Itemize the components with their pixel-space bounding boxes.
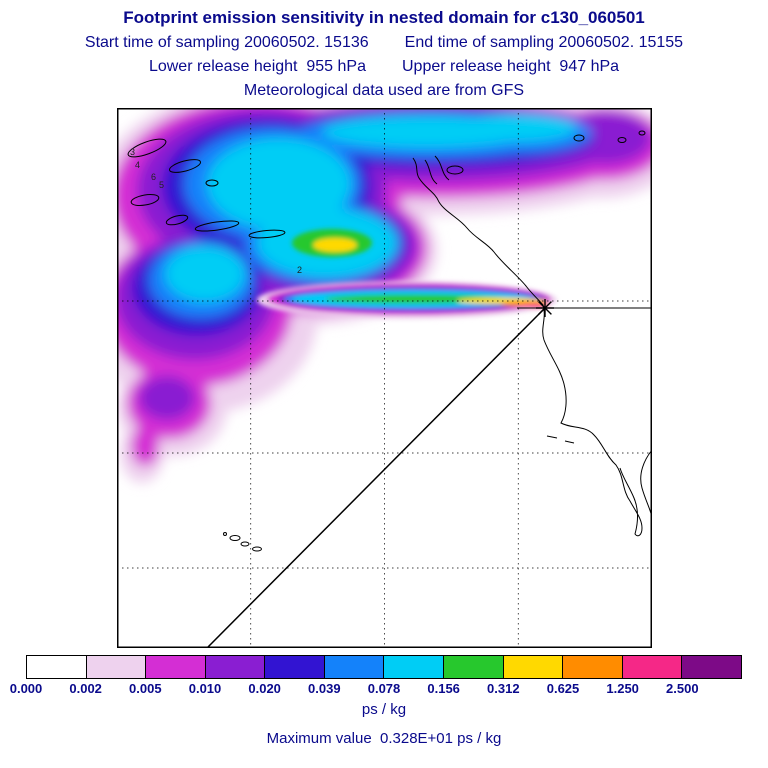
channel-islands (546, 435, 574, 444)
contour-label: 6 (151, 172, 156, 182)
max-value-text: Maximum value 0.328E+01 ps / kg (266, 730, 502, 747)
plume-tongue (256, 229, 557, 319)
colorbar-segment (146, 656, 206, 678)
colorbar-tick-label: 0.010 (188, 681, 222, 696)
colorbar-tick-labels: 0.000 0.002 0.005 0.010 0.020 0.039 0.078 0.156… (10, 681, 742, 697)
start-time-text: Start time of sampling 20060502. 15136 (84, 34, 369, 51)
hawaii-island (222, 532, 227, 536)
colorbar-tick-label: 0.078 (367, 681, 401, 696)
colorbar-tick-label: 0.625 (546, 681, 580, 696)
island-chain (248, 229, 285, 239)
island (573, 134, 584, 142)
colorbar-tick-label: 0.002 (69, 681, 102, 696)
hawaii-island (240, 541, 249, 547)
island-chain (165, 214, 188, 226)
lower-release-text: Lower release height 955 hPa (148, 58, 366, 75)
colorbar-segment (622, 656, 683, 678)
colorbar-segment (682, 656, 741, 678)
colorbar: 0.000 0.002 0.005 0.010 0.020 0.039 0.078 0.156… (10, 655, 742, 697)
colorbar-tick-label: 1.250 (606, 681, 639, 696)
colorbar-tick-label: 0.000 (9, 681, 43, 696)
island-chain (130, 194, 159, 206)
footprint-map: 3 4 6 5 2 (116, 108, 652, 648)
upper-release-text: Upper release height 947 hPa (402, 58, 620, 75)
colorbar-tick-label: 2.500 (666, 681, 699, 696)
island-chain (194, 220, 239, 232)
hawaii-island (229, 535, 240, 541)
island (205, 179, 218, 187)
contour-label: 3 (130, 147, 135, 157)
colorbar-tick-label: 0.005 (129, 681, 162, 696)
grid-lines (116, 108, 652, 648)
coastlines (127, 130, 652, 552)
map-border (116, 108, 652, 648)
footprint-map-plot: 3 4 6 5 2 (116, 108, 652, 648)
colorbar-segment (86, 656, 147, 678)
page-title: Footprint emission sensitivity in nested… (123, 8, 645, 27)
receptor-star-marker (535, 299, 554, 317)
colorbar-tick-label: 0.039 (308, 681, 341, 696)
colorbar-tick-label: 0.312 (487, 681, 520, 696)
island-chain (168, 159, 201, 173)
colorbar-segment (205, 656, 266, 678)
west-coast-line (412, 157, 643, 537)
colorbar-segment (324, 656, 385, 678)
sampling-times-row: Start time of sampling 20060502. 15136 E… (0, 34, 768, 52)
hawaii-island (251, 546, 262, 552)
colorbar-segment (444, 656, 504, 678)
flight-track-line (205, 307, 546, 648)
mainland-coast-line (639, 449, 652, 519)
inlet-lines (424, 155, 449, 185)
release-heights-row: Lower release height 955 hPa Upper relea… (0, 58, 768, 76)
island (617, 137, 626, 143)
island (638, 130, 645, 136)
contour-label: 5 (159, 180, 164, 190)
colorbar-tick-label: 0.020 (248, 681, 281, 696)
island-chain (127, 138, 166, 158)
end-time-text: End time of sampling 20060502. 15155 (404, 34, 684, 51)
contour-labels: 3 4 6 5 2 (130, 147, 302, 275)
colorbar-segment (27, 656, 87, 678)
met-data-text: Meteorological data used are from GFS (243, 82, 525, 99)
contour-label: 2 (297, 265, 302, 275)
colorbar-units-label: ps / kg (361, 701, 407, 718)
island (446, 165, 463, 175)
colorbar-segment (563, 656, 623, 678)
contour-label: 4 (135, 160, 140, 170)
colorbar-segment (503, 656, 564, 678)
colorbar-segment (384, 656, 445, 678)
colorbar-tick-label: 0.156 (427, 681, 460, 696)
colorbar-boxes (26, 655, 742, 679)
colorbar-segment (265, 656, 325, 678)
